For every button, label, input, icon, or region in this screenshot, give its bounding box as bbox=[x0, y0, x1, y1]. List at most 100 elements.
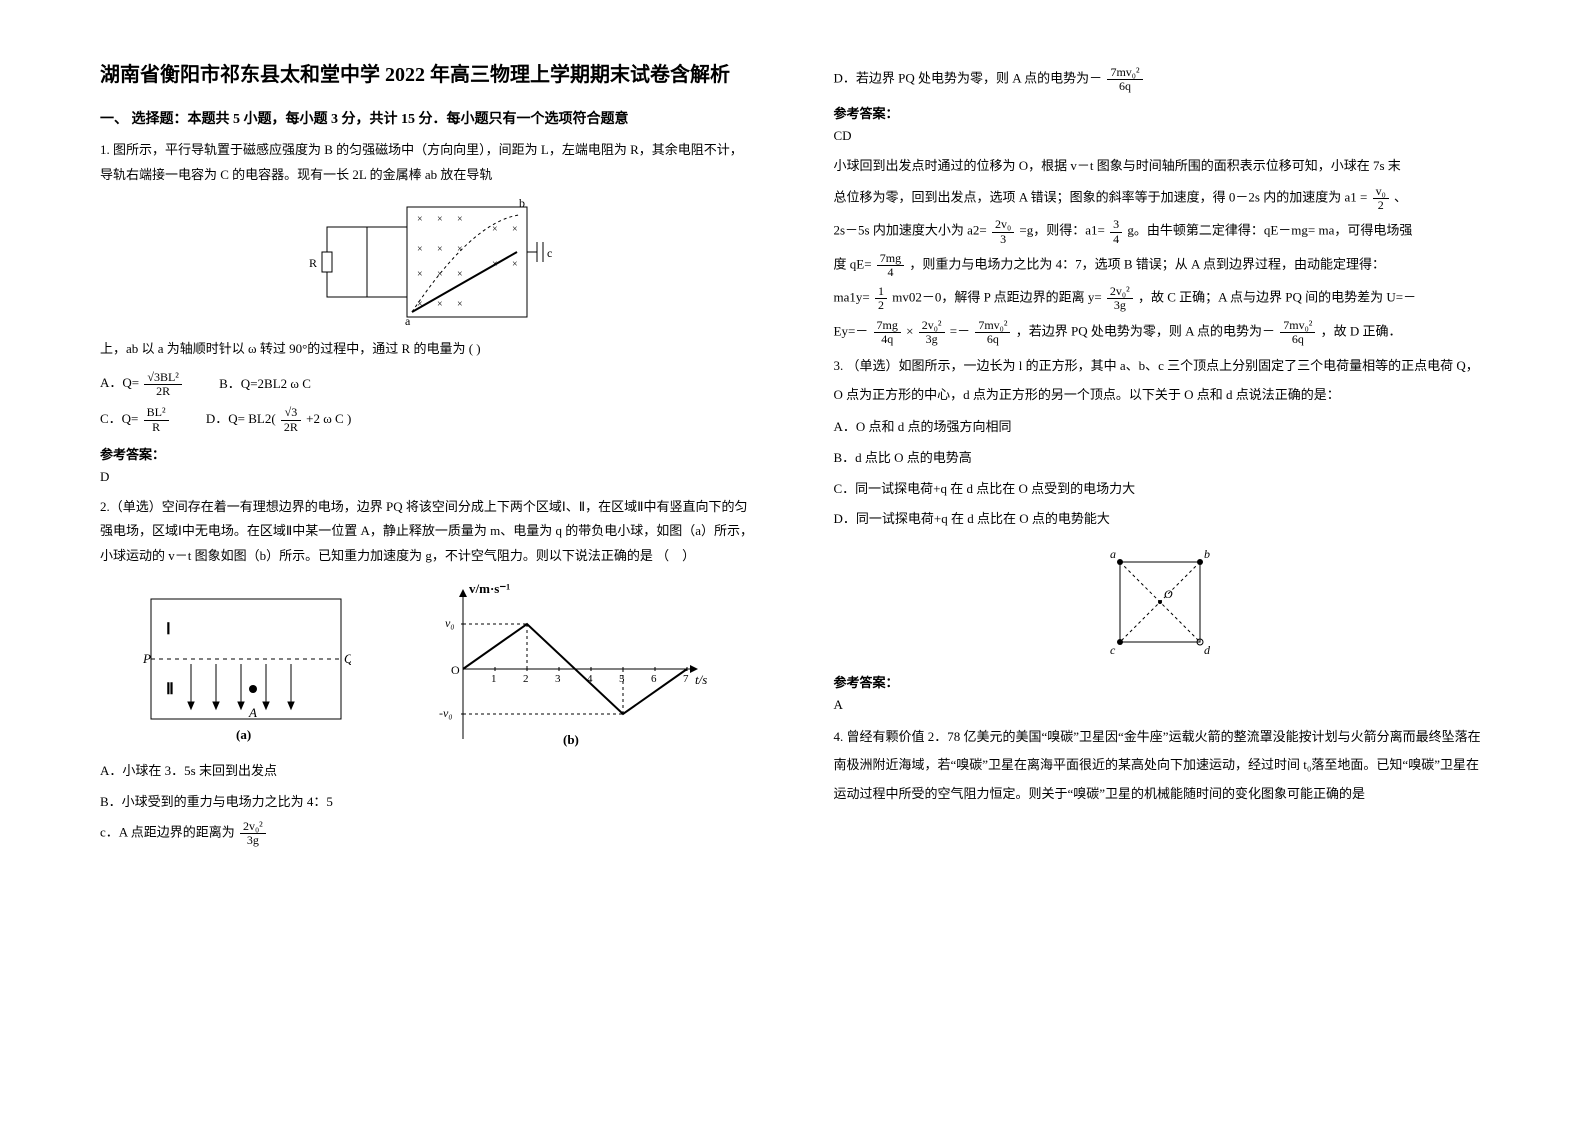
q2-exp-4d2: 3g bbox=[1107, 299, 1133, 312]
q2a-Q: Q bbox=[344, 651, 351, 666]
q1-optD-post: +2 ω C ) bbox=[306, 411, 351, 426]
q1-optC: C．Q= BL²R bbox=[100, 406, 171, 434]
svg-text:×: × bbox=[437, 244, 443, 255]
q2-exp-1b: 总位移为零，回到出发点，选项 A 错误；图象的斜率等于加速度，得 0－2s 内的… bbox=[834, 185, 1488, 212]
q1-options-1: A．Q= √3BL²2R B．Q=2BL2 ω C bbox=[100, 370, 754, 398]
q2-exp-5n2: 2v₀² bbox=[919, 319, 945, 333]
q2-exp-4b: ，故 C 正确；A 点与边界 PQ 间的电势差为 U=－ bbox=[1138, 290, 1416, 305]
q2-exp-5n3: 7mv₀² bbox=[975, 319, 1010, 333]
q2-exp-2d2: 4 bbox=[1110, 233, 1122, 246]
q1-optD-den: 2R bbox=[281, 421, 301, 434]
q2b-cap: (b) bbox=[563, 732, 579, 747]
q2-exp-4n1: 1 bbox=[875, 285, 887, 299]
svg-text:×: × bbox=[512, 224, 518, 235]
q1-ans: D bbox=[100, 469, 754, 485]
q1-stem-1: 1. 图所示，平行导轨置于磁感应强度为 B 的匀强磁场中（方向向里），间距为 L… bbox=[100, 138, 754, 187]
q1-svg: R ××××× ××× ××××× ××× b a bbox=[297, 197, 557, 327]
q2-exp-3d: 4 bbox=[877, 266, 904, 279]
q1-optD-pre: D．Q= BL2( bbox=[206, 411, 276, 426]
q2-exp-2m: =g，则得：a1= bbox=[1019, 223, 1104, 238]
q2a-cap: (a) bbox=[236, 727, 251, 742]
q3-a: a bbox=[1110, 547, 1116, 561]
q2-exp-1b-t: 总位移为零，回到出发点，选项 A 错误；图象的斜率等于加速度，得 0－2s 内的… bbox=[834, 190, 1371, 205]
q2-exp-3b: ，则重力与电场力之比为 4：7，选项 B 错误；从 A 点到边界过程，由动能定理… bbox=[909, 256, 1385, 271]
q2b-O: O bbox=[451, 663, 460, 677]
q2-exp-5d4: 6q bbox=[1280, 333, 1315, 346]
q2a-r1: Ⅰ bbox=[166, 621, 171, 638]
svg-text:×: × bbox=[417, 214, 423, 225]
q2-exp-5x: × bbox=[906, 323, 913, 338]
doc-title: 湖南省衡阳市祁东县太和堂中学 2022 年高三物理上学期期末试卷含解析 bbox=[100, 60, 754, 90]
q1-optB: B．Q=2BL2 ω C bbox=[219, 371, 311, 397]
svg-text:×: × bbox=[417, 269, 423, 280]
q2-exp-5b: ，若边界 PQ 处电势为零，则 A 点的电势为－ bbox=[1016, 323, 1275, 338]
q3-ans: A bbox=[834, 697, 1488, 713]
q2a-P: P bbox=[142, 651, 151, 666]
q3-optA: A．O 点和 d 点的场强方向相同 bbox=[834, 415, 1488, 440]
q2b-x7: 7 bbox=[683, 673, 689, 685]
q2-exp-1: 小球回到出发点时通过的位移为 O，根据 v－t 图象与时间轴所围的面积表示位移可… bbox=[834, 154, 1488, 179]
q1-optC-pre: C．Q= bbox=[100, 411, 138, 426]
right-column: D．若边界 PQ 处电势为零，则 A 点的电势为－ 7mv₀²6q 参考答案： … bbox=[834, 60, 1488, 854]
q2-exp-4n2: 2v₀² bbox=[1107, 285, 1133, 299]
q2-exp-5n4: 7mv₀² bbox=[1280, 319, 1315, 333]
svg-text:×: × bbox=[437, 269, 443, 280]
q1-options-2: C．Q= BL²R D．Q= BL2( √32R +2 ω C ) bbox=[100, 406, 754, 434]
page: 湖南省衡阳市祁东县太和堂中学 2022 年高三物理上学期期末试卷含解析 一、 选… bbox=[0, 0, 1587, 914]
q2-exp-5: Ey=－ 7mg4q × 2v₀²3g =－ 7mv₀²6q ，若边界 PQ 处… bbox=[834, 319, 1488, 346]
svg-text:×: × bbox=[457, 269, 463, 280]
q2-exp-1b-p: 、 bbox=[1394, 190, 1407, 205]
q2-exp-5n1: 7mg bbox=[874, 319, 901, 333]
q3-d: d bbox=[1204, 643, 1211, 657]
q2-fig-b: v/m·s⁻¹ t/s O 1 2 3 4 5 6 7 bbox=[433, 579, 713, 749]
q2-exp-5d3: 6q bbox=[975, 333, 1010, 346]
q1-optD-num: √3 bbox=[281, 406, 301, 420]
q2b-x5: 5 bbox=[619, 673, 625, 685]
q2b-x6: 6 bbox=[651, 673, 657, 685]
q1-figure: R ××××× ××× ××××× ××× b a bbox=[100, 197, 754, 327]
q2-figures: Ⅰ Ⅱ P Q A (a) bbox=[100, 579, 754, 749]
q2b-x3: 3 bbox=[555, 673, 561, 685]
q2-exp-1b-n: v₀ bbox=[1373, 185, 1389, 199]
svg-text:×: × bbox=[437, 214, 443, 225]
q2a-A: A bbox=[248, 705, 257, 720]
q2b-v0: v₀ bbox=[445, 616, 455, 630]
q2b-ylabel: v/m·s⁻¹ bbox=[469, 581, 510, 596]
q2-exp-2: 2s－5s 内加速度大小为 a2= 2v₀3 =g，则得：a1= 34 g。由牛… bbox=[834, 218, 1488, 245]
q3-b: b bbox=[1204, 547, 1210, 561]
q2-exp-2p: g。由牛顿第二定律得：qE－mg= ma，可得电场强 bbox=[1127, 223, 1412, 238]
q2-stem: 2.（单选）空间存在着一有理想边界的电场，边界 PQ 将该空间分成上下两个区域Ⅰ… bbox=[100, 495, 754, 569]
q1-optA-num: √3BL² bbox=[144, 371, 182, 385]
q2-ans-head: 参考答案： bbox=[834, 103, 1488, 122]
q2-exp-4: ma1y= 12 mv02－0，解得 P 点距边界的距离 y= 2v₀²3g ，… bbox=[834, 285, 1488, 312]
label-R: R bbox=[309, 256, 317, 270]
q2-exp-5d2: 3g bbox=[919, 333, 945, 346]
q3-optC: C．同一试探电荷+q 在 d 点比在 O 点受到的电场力大 bbox=[834, 477, 1488, 502]
q1-stem-2: 上，ab 以 a 为轴顺时针以 ω 转过 90°的过程中，通过 R 的电量为 (… bbox=[100, 337, 754, 362]
q2-exp-2n2: 3 bbox=[1110, 218, 1122, 232]
q2-optA: A．小球在 3．5s 末回到出发点 bbox=[100, 759, 754, 784]
q1-optC-den: R bbox=[144, 421, 169, 434]
q2-optD: D．若边界 PQ 处电势为零，则 A 点的电势为－ 7mv₀²6q bbox=[834, 66, 1488, 93]
q3-optD: D．同一试探电荷+q 在 d 点比在 O 点的电势能大 bbox=[834, 507, 1488, 532]
q2-optC-num: 2v₀² bbox=[240, 820, 266, 834]
q2-optC-den: 3g bbox=[240, 834, 266, 847]
svg-text:×: × bbox=[437, 299, 443, 310]
q2-exp-4d1: 2 bbox=[875, 299, 887, 312]
q2-exp-5eq: =－ bbox=[950, 323, 970, 338]
q2-exp-2a: 2s－5s 内加速度大小为 a2= bbox=[834, 223, 987, 238]
q2-fig-a: Ⅰ Ⅱ P Q A (a) bbox=[141, 589, 351, 749]
q2-exp-5d1: 4q bbox=[874, 333, 901, 346]
q2-optD-pre: D．若边界 PQ 处电势为零，则 A 点的电势为－ bbox=[834, 71, 1103, 86]
q2-optB: B．小球受到的重力与电场力之比为 4：5 bbox=[100, 790, 754, 815]
label-b: b bbox=[519, 197, 525, 210]
q2-exp-3a: 度 qE= bbox=[834, 256, 872, 271]
q3-figure: a b c d O bbox=[834, 542, 1488, 662]
q3-ans-head: 参考答案： bbox=[834, 672, 1488, 691]
q1-optC-num: BL² bbox=[144, 406, 169, 420]
q2-exp-4m: mv02－0，解得 P 点距边界的距离 y= bbox=[892, 290, 1101, 305]
q2-exp-4a: ma1y= bbox=[834, 290, 870, 305]
q2-exp-1b-d: 2 bbox=[1373, 199, 1389, 212]
q2-exp-2d: 3 bbox=[992, 233, 1014, 246]
q1-ans-head: 参考答案： bbox=[100, 444, 754, 463]
